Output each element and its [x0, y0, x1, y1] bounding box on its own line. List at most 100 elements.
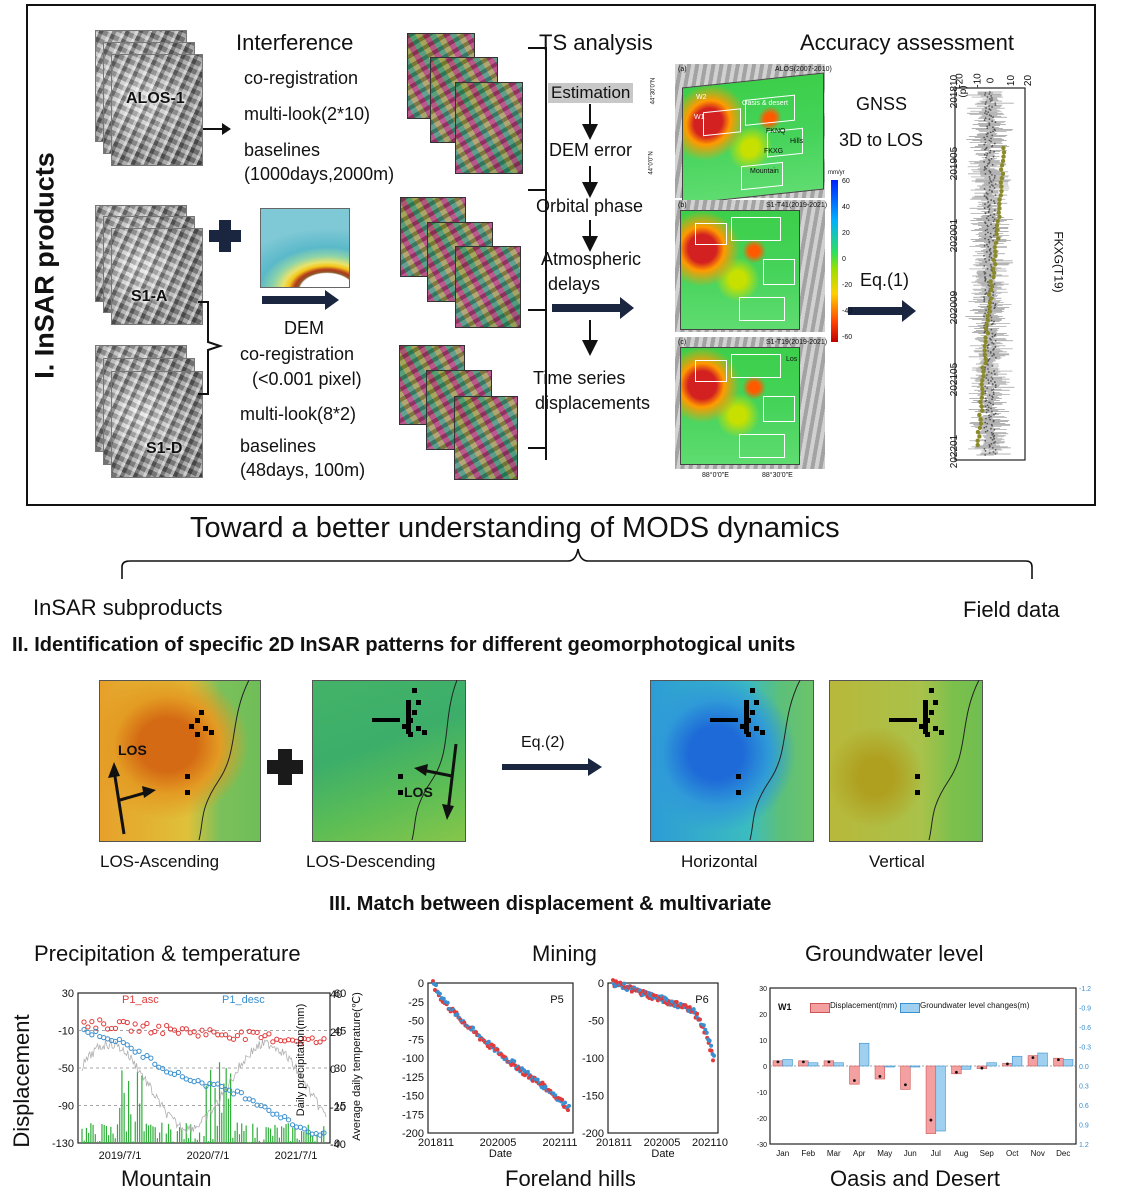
gnss-point	[986, 243, 988, 246]
gnss-point	[994, 339, 997, 342]
gnss-point	[986, 164, 989, 167]
gnss-point	[994, 373, 996, 375]
gnss-point	[990, 319, 993, 322]
gw-right-tick-1: -0.9	[1079, 1006, 1091, 1013]
gnss-point	[983, 298, 986, 301]
gw-displacement-bar	[900, 1065, 911, 1090]
gnss-point	[989, 149, 992, 152]
gnss-point	[984, 212, 987, 215]
mining-p6-asc-point	[695, 1011, 700, 1016]
p1-asc-point	[254, 1029, 260, 1036]
map-label-hills: Hills	[790, 138, 804, 145]
mining-p5-desc-point	[433, 983, 438, 988]
gnss-point	[983, 426, 986, 429]
gw-legend-disp: Displacement(mm)	[830, 1001, 898, 1010]
eq2-arrow	[502, 764, 590, 770]
map-panel-c	[680, 347, 800, 465]
mining-p5-xtick-1: 202005	[480, 1137, 517, 1149]
gw-right-tick-2: -0.6	[1079, 1025, 1091, 1032]
gnss-insar-point	[978, 416, 983, 422]
gw-mean-dot	[1006, 1062, 1009, 1066]
map-c-subtitle: S1-T19(2019-2021)	[766, 339, 828, 346]
gnss-point	[987, 231, 989, 234]
gnss-insar-point	[993, 249, 998, 254]
gnss-point	[993, 334, 996, 337]
p1-asc-point	[101, 1021, 107, 1027]
gnss-point	[986, 387, 989, 390]
gnss-point	[993, 370, 995, 372]
pattern-pixel	[919, 724, 924, 729]
gnss-point	[990, 372, 993, 374]
gnss-point	[984, 293, 987, 296]
gnss-point	[990, 256, 993, 259]
gnss-point	[991, 383, 994, 386]
ifg-s1a-3	[455, 246, 521, 328]
mining-p5-asc-point	[495, 1047, 500, 1052]
gnss-point	[990, 157, 993, 160]
gnss-point	[986, 228, 989, 231]
gnss-point	[994, 194, 997, 197]
pattern-pixel	[754, 726, 759, 731]
gnss-insar-point	[982, 348, 987, 353]
precip-x-tick-2: 2021/7/1	[275, 1150, 318, 1162]
s1a-image-front	[111, 228, 203, 325]
alos-step-2: multi-look(2*10)	[244, 104, 371, 124]
gnss-point	[984, 173, 987, 175]
gnss-point	[991, 447, 994, 449]
gnss-x-tick-4: 20	[1023, 74, 1035, 87]
gnss-point	[987, 364, 989, 366]
pattern-pixel	[736, 790, 741, 795]
gnss-time-tick-5: 202201	[949, 434, 961, 469]
p1-desc-point	[250, 1098, 256, 1104]
gnss-timeseries-plot	[954, 87, 1026, 461]
gnss-point	[988, 255, 991, 258]
p1-asc-point	[234, 1033, 241, 1039]
gw-right-tick-7: 0.9	[1079, 1123, 1089, 1130]
gnss-insar-point	[988, 296, 994, 301]
pattern-pixel	[195, 732, 200, 737]
gnss-insar-point	[983, 356, 988, 362]
gnss-point	[991, 341, 993, 344]
mining-p5-desc-point	[445, 1000, 450, 1005]
gnss-point	[994, 412, 997, 415]
gnss-point	[984, 110, 987, 113]
mining-p6-xtick-2: 202110	[692, 1137, 728, 1149]
gnss-insar-point	[987, 305, 992, 310]
gnss-point	[990, 410, 993, 413]
gnss-point	[985, 309, 987, 312]
left-label: InSAR subproducts	[33, 595, 223, 620]
gnss-point	[984, 103, 987, 106]
gnss-insar-point	[997, 214, 1002, 220]
gnss-point	[987, 409, 990, 412]
p1-asc-point	[140, 1023, 146, 1029]
p1-desc-point	[203, 1083, 209, 1089]
p1-asc-point	[266, 1031, 272, 1037]
gnss-point	[988, 118, 991, 121]
s1d-label: S1-D	[146, 440, 183, 457]
pattern-pixel	[933, 700, 938, 705]
mining-p6-ytick-1: -50	[588, 1016, 604, 1028]
gnss-point	[987, 382, 990, 385]
river-line	[749, 680, 801, 841]
gnss-point	[993, 177, 996, 179]
gw-right-tick-4: 0.0	[1079, 1064, 1089, 1071]
mining-p5-desc-point	[563, 1100, 568, 1105]
gw-right-tick-6: 0.6	[1079, 1103, 1089, 1110]
p1-asc-point	[258, 1034, 264, 1041]
gnss-point	[984, 94, 986, 96]
gnss-point	[992, 116, 995, 119]
gnss-point	[989, 214, 992, 217]
mining-p5-desc-point	[535, 1077, 540, 1082]
p1-asc-point	[317, 1039, 323, 1045]
gnss-point	[988, 401, 991, 404]
gw-right-tick-8: 1.2	[1079, 1142, 1089, 1149]
mining-p6-xtick-0: 201811	[596, 1137, 632, 1149]
p1-desc-point	[160, 1065, 166, 1072]
gnss-point	[993, 234, 995, 237]
gnss-point	[991, 99, 993, 101]
ts-step-ts-1: Time series	[533, 368, 626, 388]
gnss-point	[990, 115, 993, 118]
gnss-point	[993, 413, 995, 416]
p1-asc-point	[242, 1036, 248, 1043]
